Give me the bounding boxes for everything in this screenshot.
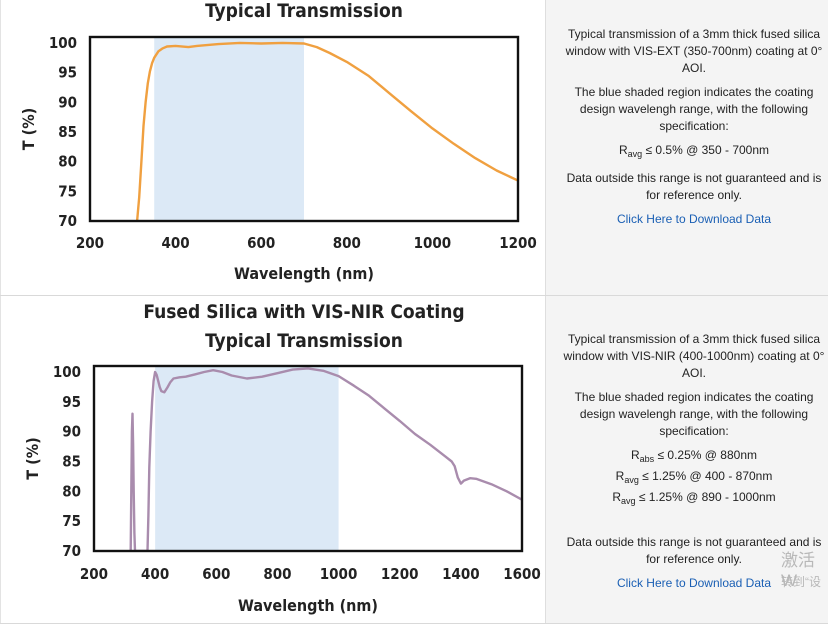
x-tick-label: 1400 [442, 565, 480, 583]
x-tick-label: 400 [141, 565, 169, 583]
watermark-line-1: 激活 W [781, 551, 815, 590]
x-tick-label: 400 [162, 234, 190, 252]
chart-2-svg: Fused Silica with VIS-NIR Coating Typical… [23, 301, 541, 615]
y-axis-label: T (%) [23, 437, 42, 479]
chart-row-1: Typical Transmission 200 400 600 800 1000 1200… [0, 0, 828, 296]
y-tick-label: 70 [62, 542, 81, 560]
info-disclaimer-1: Data outside this range is not guarantee… [566, 171, 822, 202]
spec-line: Rabs ≤ 0.25% @ 880nm [630, 448, 757, 464]
x-tick-label: 600 [202, 565, 230, 583]
y-tick-label: 100 [49, 34, 77, 52]
y-tick-label: 80 [62, 482, 81, 500]
spec-line: Ravg ≤ 1.25% @ 890 - 1000nm [612, 490, 776, 506]
plot-frame [92, 364, 524, 553]
info-shading-note-1: The blue shaded region indicates the coa… [574, 85, 814, 133]
transmission-line [129, 367, 522, 551]
y-tick-label: 95 [62, 393, 81, 411]
y-tick-label: 80 [58, 153, 77, 171]
chart-cell-1: Typical Transmission 200 400 600 800 1000 1200… [0, 0, 546, 295]
x-tick-label: 1200 [381, 565, 419, 583]
y-tick-label: 95 [58, 64, 77, 82]
x-tick-label: 1000 [320, 565, 358, 583]
spec-line: Ravg ≤ 0.5% @ 350 - 700nm [618, 143, 770, 159]
y-tick-label: 85 [62, 452, 81, 470]
coating-range-shade [155, 366, 339, 551]
x-tick-label: 200 [80, 565, 108, 583]
coating-range-shade [154, 37, 304, 221]
x-tick-label: 800 [333, 234, 361, 252]
transmission-line [135, 41, 518, 221]
x-tick-label: 200 [76, 234, 104, 252]
chart-title: Typical Transmission [205, 0, 403, 22]
x-tick-label: 1600 [503, 565, 541, 583]
x-axis-label: Wavelength (nm) [234, 264, 374, 283]
chart-title: Fused Silica with VIS-NIR Coating [143, 301, 464, 323]
y-tick-label: 90 [58, 93, 77, 111]
info-panel-2: Typical transmission of a 3mm thick fuse… [560, 331, 828, 599]
x-tick-label: 800 [263, 565, 291, 583]
y-tick-label: 100 [53, 363, 81, 381]
watermark-line-2: 转到“设 [781, 575, 821, 589]
info-disclaimer-2: Data outside this range is not guarantee… [566, 535, 822, 566]
x-tick-label: 600 [247, 234, 275, 252]
download-data-link-1[interactable]: Click Here to Download Data [616, 212, 772, 226]
plot-frame [88, 35, 520, 223]
info-cell-2: Typical transmission of a 3mm thick fuse… [545, 296, 828, 623]
y-tick-label: 85 [58, 123, 77, 141]
chart-cell-2: Fused Silica with VIS-NIR Coating Typical… [0, 296, 546, 623]
x-tick-label: 1000 [414, 234, 452, 252]
y-tick-label: 75 [62, 512, 81, 530]
info-shading-note-2: The blue shaded region indicates the coa… [574, 390, 814, 438]
spec-line: Ravg ≤ 1.25% @ 400 - 870nm [615, 469, 773, 485]
chart-1-svg: Typical Transmission 200 400 600 800 1000 1200… [19, 0, 537, 283]
spec-list-1: Ravg ≤ 0.5% @ 350 - 700nm [560, 142, 828, 163]
info-description-2: Typical transmission of a 3mm thick fuse… [563, 332, 825, 380]
spec-list-2: Rabs ≤ 0.25% @ 880nm Ravg ≤ 1.25% @ 400 -… [560, 447, 828, 510]
x-axis-label: Wavelength (nm) [238, 596, 378, 615]
download-data-link-2[interactable]: Click Here to Download Data [616, 576, 772, 590]
info-description-1: Typical transmission of a 3mm thick fuse… [565, 27, 823, 75]
y-tick-label: 70 [58, 212, 77, 230]
y-tick-label: 75 [58, 182, 77, 200]
chart-title: Typical Transmission [205, 330, 403, 352]
chart-row-2: Fused Silica with VIS-NIR Coating Typical… [0, 296, 828, 624]
y-tick-label: 90 [62, 423, 81, 441]
x-tick-label: 1200 [499, 234, 537, 252]
info-cell-1: Typical transmission of a 3mm thick fuse… [545, 0, 828, 295]
y-axis-label: T (%) [19, 108, 38, 150]
info-panel-1: Typical transmission of a 3mm thick fuse… [560, 26, 828, 235]
